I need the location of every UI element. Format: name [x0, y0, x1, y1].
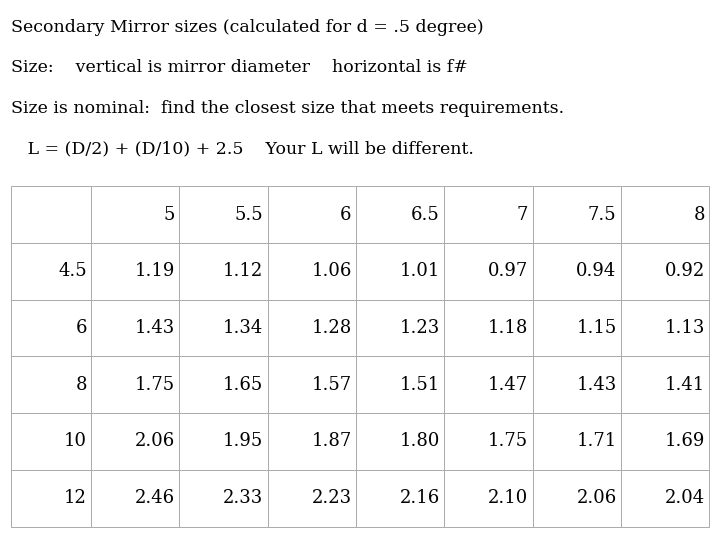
Text: 6: 6: [76, 319, 87, 337]
Bar: [356, 413, 444, 470]
Bar: [444, 470, 533, 526]
Bar: [91, 470, 179, 526]
Text: 1.41: 1.41: [665, 376, 705, 394]
Text: 1.65: 1.65: [223, 376, 264, 394]
Bar: [91, 413, 179, 470]
Bar: [444, 356, 533, 413]
Bar: [179, 413, 268, 470]
Bar: [11, 470, 91, 526]
Bar: [11, 413, 91, 470]
Text: 0.92: 0.92: [665, 262, 705, 280]
Bar: [11, 356, 91, 413]
Bar: [91, 300, 179, 356]
Bar: [444, 413, 533, 470]
Text: 1.13: 1.13: [665, 319, 705, 337]
Text: L = (D/2) + (D/10) + 2.5    Your L will be different.: L = (D/2) + (D/10) + 2.5 Your L will be …: [11, 140, 474, 157]
Bar: [621, 470, 709, 526]
Bar: [356, 470, 444, 526]
Bar: [533, 243, 621, 300]
Text: 1.69: 1.69: [665, 433, 705, 450]
Text: 0.97: 0.97: [488, 262, 528, 280]
Text: Secondary Mirror sizes (calculated for d = .5 degree): Secondary Mirror sizes (calculated for d…: [11, 19, 483, 36]
Text: Size is nominal:  find the closest size that meets requirements.: Size is nominal: find the closest size t…: [11, 100, 564, 117]
Text: 1.28: 1.28: [312, 319, 351, 337]
Text: 1.57: 1.57: [312, 376, 351, 394]
Bar: [533, 413, 621, 470]
Text: 12: 12: [64, 489, 87, 507]
Text: 1.19: 1.19: [135, 262, 175, 280]
Text: Size:    vertical is mirror diameter    horizontal is f#: Size: vertical is mirror diameter horizo…: [11, 59, 468, 76]
Bar: [356, 356, 444, 413]
Bar: [268, 413, 356, 470]
Text: 5.5: 5.5: [235, 206, 264, 224]
Bar: [268, 243, 356, 300]
Text: 6: 6: [340, 206, 351, 224]
Text: 1.87: 1.87: [312, 433, 351, 450]
Text: 1.43: 1.43: [576, 376, 616, 394]
Text: 2.23: 2.23: [312, 489, 351, 507]
Bar: [533, 186, 621, 243]
Bar: [91, 243, 179, 300]
Bar: [621, 243, 709, 300]
Text: 2.06: 2.06: [576, 489, 616, 507]
Bar: [179, 356, 268, 413]
Bar: [268, 356, 356, 413]
Text: 1.23: 1.23: [400, 319, 440, 337]
Text: 1.34: 1.34: [223, 319, 264, 337]
Text: 1.12: 1.12: [223, 262, 264, 280]
Text: 1.80: 1.80: [400, 433, 440, 450]
Bar: [356, 243, 444, 300]
Bar: [621, 413, 709, 470]
Text: 2.06: 2.06: [135, 433, 175, 450]
Text: 4.5: 4.5: [58, 262, 87, 280]
Text: 0.94: 0.94: [576, 262, 616, 280]
Text: 1.18: 1.18: [488, 319, 528, 337]
Bar: [91, 186, 179, 243]
Bar: [179, 186, 268, 243]
Text: 2.33: 2.33: [223, 489, 264, 507]
Bar: [179, 470, 268, 526]
Text: 1.75: 1.75: [488, 433, 528, 450]
Text: 2.04: 2.04: [665, 489, 705, 507]
Bar: [356, 300, 444, 356]
Bar: [444, 300, 533, 356]
Bar: [11, 243, 91, 300]
Text: 1.01: 1.01: [400, 262, 440, 280]
Text: 1.71: 1.71: [576, 433, 616, 450]
Bar: [179, 243, 268, 300]
Bar: [444, 243, 533, 300]
Text: 8: 8: [76, 376, 87, 394]
Text: 1.47: 1.47: [488, 376, 528, 394]
Bar: [533, 300, 621, 356]
Bar: [621, 300, 709, 356]
Text: 1.43: 1.43: [135, 319, 175, 337]
Text: 5: 5: [163, 206, 175, 224]
Text: 1.95: 1.95: [223, 433, 264, 450]
Bar: [268, 470, 356, 526]
Bar: [268, 300, 356, 356]
Text: 10: 10: [64, 433, 87, 450]
Bar: [444, 186, 533, 243]
Text: 6.5: 6.5: [411, 206, 440, 224]
Bar: [621, 356, 709, 413]
Text: 1.15: 1.15: [576, 319, 616, 337]
Text: 2.16: 2.16: [400, 489, 440, 507]
Text: 7: 7: [517, 206, 528, 224]
Text: 2.46: 2.46: [135, 489, 175, 507]
Text: 7.5: 7.5: [588, 206, 616, 224]
Bar: [356, 186, 444, 243]
Bar: [11, 300, 91, 356]
Bar: [91, 356, 179, 413]
Text: 1.51: 1.51: [400, 376, 440, 394]
Bar: [533, 356, 621, 413]
Text: 2.10: 2.10: [488, 489, 528, 507]
Bar: [268, 186, 356, 243]
Bar: [533, 470, 621, 526]
Text: 1.75: 1.75: [135, 376, 175, 394]
Text: 1.06: 1.06: [311, 262, 351, 280]
Bar: [179, 300, 268, 356]
Bar: [621, 186, 709, 243]
Text: 8: 8: [693, 206, 705, 224]
Bar: [11, 186, 91, 243]
